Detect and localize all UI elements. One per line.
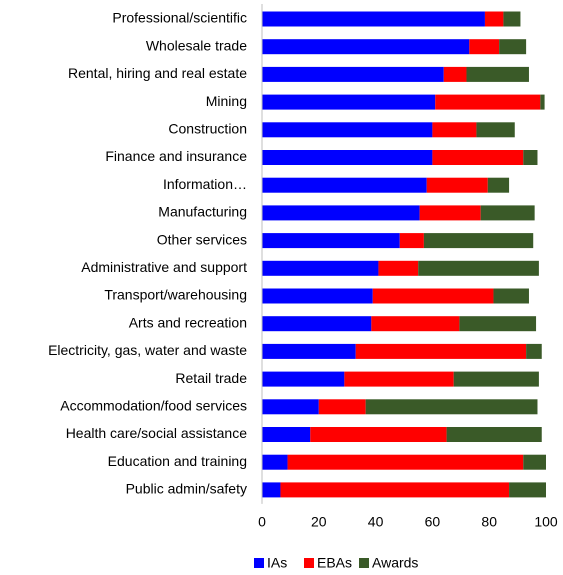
bar-segment xyxy=(453,371,539,387)
bar-segment xyxy=(262,260,379,276)
bar-segment xyxy=(262,427,311,442)
bar-segment xyxy=(443,66,467,82)
bar-segment xyxy=(262,399,319,415)
legend-swatch xyxy=(304,558,314,568)
category-label: Rental, hiring and real estate xyxy=(68,65,247,81)
bar-segment xyxy=(280,482,510,498)
category-label: Public admin/safety xyxy=(126,481,247,497)
bar-segment xyxy=(262,233,400,249)
bar-segment xyxy=(503,11,521,27)
bar-segment xyxy=(419,205,481,221)
legend-swatch xyxy=(359,558,369,568)
bar-segment xyxy=(310,427,447,442)
bar-segment xyxy=(432,122,477,138)
bar-segment xyxy=(262,122,433,138)
category-label: Accommodation/food services xyxy=(60,398,247,414)
category-label: Finance and insurance xyxy=(105,148,247,164)
bar-segment xyxy=(480,205,535,221)
x-tick-label: 40 xyxy=(368,514,384,530)
bar-segment xyxy=(466,66,529,82)
legend-swatch xyxy=(254,558,264,568)
bar-segment xyxy=(262,39,470,55)
bar-segment xyxy=(446,427,542,442)
bar-segment xyxy=(262,482,281,498)
category-label: Information… xyxy=(163,176,247,192)
bar-segment xyxy=(344,371,454,387)
category-label: Manufacturing xyxy=(158,204,247,220)
bar-segment xyxy=(262,316,372,332)
category-label: Electricity, gas, water and waste xyxy=(48,342,247,358)
bar-segment xyxy=(476,122,515,138)
category-label: Education and training xyxy=(108,453,247,469)
x-tick-label: 20 xyxy=(311,514,327,530)
legend-label: Awards xyxy=(372,555,418,571)
bar-segment xyxy=(262,94,436,110)
bar-segment xyxy=(435,94,541,110)
bar-segment xyxy=(418,260,539,276)
bar-segment xyxy=(432,150,524,165)
bar-segment xyxy=(262,66,444,82)
bar-segment xyxy=(487,177,510,193)
bar-segment xyxy=(262,343,356,359)
bar-segment xyxy=(523,454,546,470)
bar-segment xyxy=(318,399,366,415)
category-label: Professional/scientific xyxy=(112,10,247,26)
category-label: Wholesale trade xyxy=(146,37,247,53)
legend-label: EBAs xyxy=(317,555,352,571)
category-label: Mining xyxy=(206,93,247,109)
legend-label: IAs xyxy=(267,555,287,571)
x-tick-label: 60 xyxy=(425,514,441,530)
bar-segment xyxy=(262,371,345,387)
bar-segment xyxy=(262,288,373,304)
bar-segment xyxy=(262,11,485,27)
bar-segment xyxy=(399,233,424,249)
bar-segment xyxy=(262,205,420,221)
bar-segment xyxy=(493,288,529,304)
x-tick-label: 0 xyxy=(258,514,266,530)
bar-segment xyxy=(372,288,494,304)
x-tick-label: 80 xyxy=(481,514,497,530)
category-label: Health care/social assistance xyxy=(66,425,248,441)
bar-segment xyxy=(262,150,433,165)
bar-segment xyxy=(540,94,545,110)
bar-segment xyxy=(469,39,500,55)
category-label: Retail trade xyxy=(175,370,247,386)
bar-segment xyxy=(378,260,419,276)
category-label: Transport/warehousing xyxy=(104,287,247,303)
bar-segment xyxy=(509,482,546,498)
bar-segment xyxy=(426,177,488,193)
category-label: Other services xyxy=(157,231,247,247)
category-label: Arts and recreation xyxy=(129,314,247,330)
x-tick-label: 100 xyxy=(534,514,558,530)
bar-segment xyxy=(262,177,427,193)
bar-segment xyxy=(459,316,537,332)
bar-segment xyxy=(499,39,527,55)
bar-segment xyxy=(365,399,538,415)
bar-segment xyxy=(355,343,527,359)
bar-segment xyxy=(423,233,534,249)
bar-segment xyxy=(262,454,288,470)
bar-segment xyxy=(371,316,460,332)
category-label: Construction xyxy=(168,121,247,137)
bar-segment xyxy=(526,343,542,359)
bar-segment xyxy=(287,454,524,470)
category-label: Administrative and support xyxy=(81,259,247,275)
bar-segment xyxy=(484,11,504,27)
bar-segment xyxy=(523,150,538,165)
